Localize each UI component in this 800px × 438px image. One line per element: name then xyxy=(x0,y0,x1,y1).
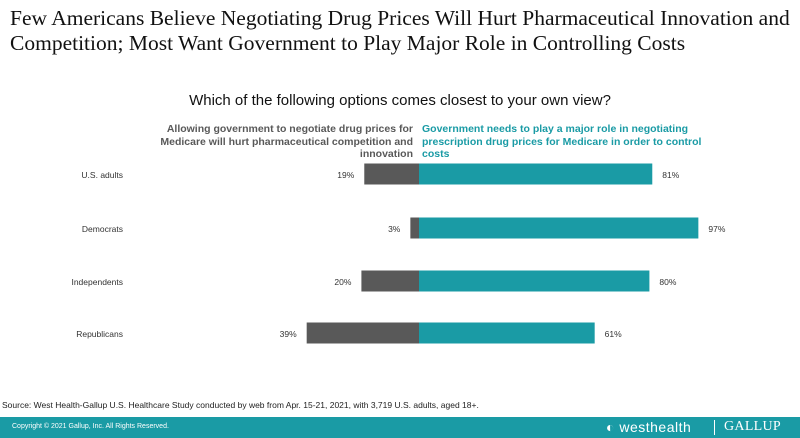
category-label: Republicans xyxy=(76,329,123,339)
bar-left xyxy=(410,217,419,239)
data-label-left: 20% xyxy=(334,277,351,287)
data-label-left: 39% xyxy=(280,329,297,339)
chart-title: Few Americans Believe Negotiating Drug P… xyxy=(10,6,790,55)
westhealth-logo-icon: ◐ xyxy=(606,419,615,435)
source-note: Source: West Health-Gallup U.S. Healthca… xyxy=(2,400,479,410)
category-label: U.S. adults xyxy=(81,170,123,180)
data-label-right: 80% xyxy=(659,277,676,287)
data-label-right: 61% xyxy=(605,329,622,339)
westhealth-logo-text: westhealth xyxy=(619,419,692,435)
survey-question: Which of the following options comes clo… xyxy=(189,92,611,109)
logo-divider xyxy=(714,420,715,435)
category-label: Democrats xyxy=(82,224,123,234)
legend-right-label: Government needs to play a major role in… xyxy=(422,123,702,160)
category-label: Independents xyxy=(71,277,123,287)
bar-left xyxy=(361,270,419,292)
bar-left xyxy=(364,163,419,185)
bar-left xyxy=(306,322,419,344)
bar-right xyxy=(419,217,699,239)
westhealth-logo: ◐ westhealth xyxy=(606,419,691,435)
data-label-right: 81% xyxy=(662,170,679,180)
data-label-right: 97% xyxy=(708,224,725,234)
gallup-logo: GALLUP xyxy=(724,419,782,434)
bar-right xyxy=(419,163,653,185)
data-label-left: 19% xyxy=(337,170,354,180)
bar-right xyxy=(419,270,650,292)
data-label-left: 3% xyxy=(388,224,401,234)
copyright-text: Copyright © 2021 Gallup, Inc. All Rights… xyxy=(12,423,169,430)
bar-right xyxy=(419,322,595,344)
diverging-bar-chart: U.S. adults 19% 81% Democrats 3% 97% Independe… xyxy=(71,163,726,344)
footer-bar: Copyright © 2021 Gallup, Inc. All Rights… xyxy=(0,417,800,438)
legend-left-label: Allowing government to negotiate drug pr… xyxy=(160,123,413,160)
